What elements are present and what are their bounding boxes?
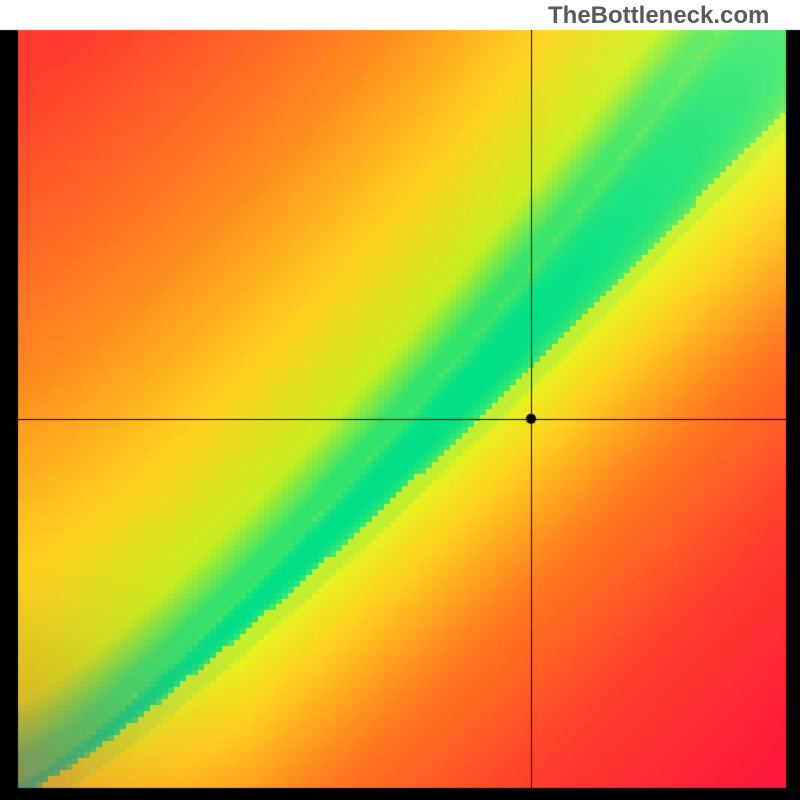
stage: TheBottleneck.com xyxy=(0,0,800,800)
heatmap-canvas xyxy=(0,0,800,800)
